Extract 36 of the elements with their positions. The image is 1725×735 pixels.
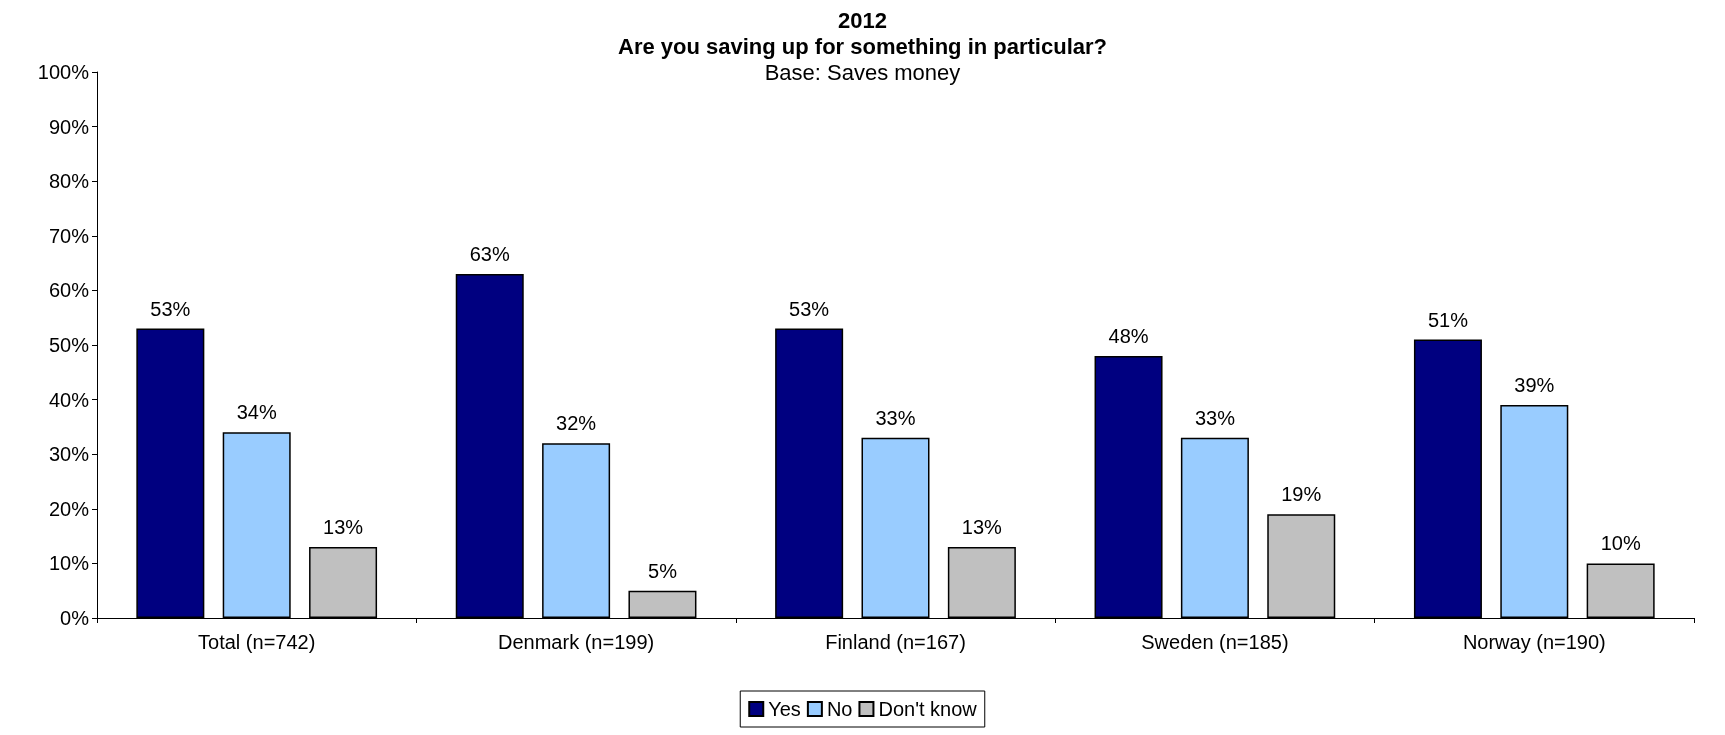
data-label: 34% [236, 401, 277, 424]
data-label: 63% [469, 243, 510, 266]
x-tick-label: Finland (n=167) [825, 631, 966, 653]
data-label: 10% [1600, 532, 1641, 555]
y-tick-label: 20% [48, 497, 90, 520]
y-tick-label: 100% [37, 61, 90, 83]
y-tick-label: 90% [48, 115, 90, 138]
data-label: 51% [1427, 308, 1469, 331]
legend-label: Don't know [878, 698, 978, 720]
y-tick-label: 80% [48, 170, 90, 193]
data-label: 13% [961, 516, 1003, 539]
y-tick-label: 40% [48, 388, 90, 411]
data-label: 53% [789, 297, 830, 320]
y-tick-label: 60% [48, 279, 90, 302]
y-tick-label: 10% [48, 552, 90, 575]
x-tick-label: Total (n=742) [198, 631, 316, 653]
data-label: 48% [1108, 324, 1149, 347]
y-tick-label: 50% [48, 334, 90, 356]
chart-title: 2012 Are you saving up for something in particular? [618, 7, 1107, 59]
legend-label: No [826, 698, 853, 720]
y-tick-label: 0% [60, 607, 90, 629]
y-tick-label: 70% [48, 224, 90, 247]
chart-subtitle: Base: Saves money [764, 59, 961, 85]
data-label: 39% [1514, 374, 1555, 397]
x-tick-label: Sweden (n=185) [1141, 631, 1289, 653]
data-label: 13% [323, 516, 364, 539]
data-label: 33% [1194, 406, 1236, 429]
data-label: 19% [1281, 483, 1322, 506]
data-label: 33% [875, 406, 916, 429]
data-label: 32% [556, 412, 597, 435]
y-tick-label: 30% [48, 443, 90, 466]
data-label: 53% [150, 297, 191, 320]
data-label: 5% [648, 559, 678, 582]
x-tick-label: Denmark (n=199) [498, 631, 655, 653]
legend-label: Yes [768, 698, 801, 720]
x-tick-label: Norway (n=190) [1462, 631, 1606, 653]
